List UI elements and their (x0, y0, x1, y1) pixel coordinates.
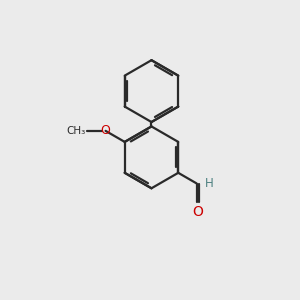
Text: O: O (100, 124, 110, 137)
Text: CH₃: CH₃ (67, 126, 86, 136)
Text: O: O (193, 205, 203, 219)
Text: H: H (205, 177, 214, 190)
